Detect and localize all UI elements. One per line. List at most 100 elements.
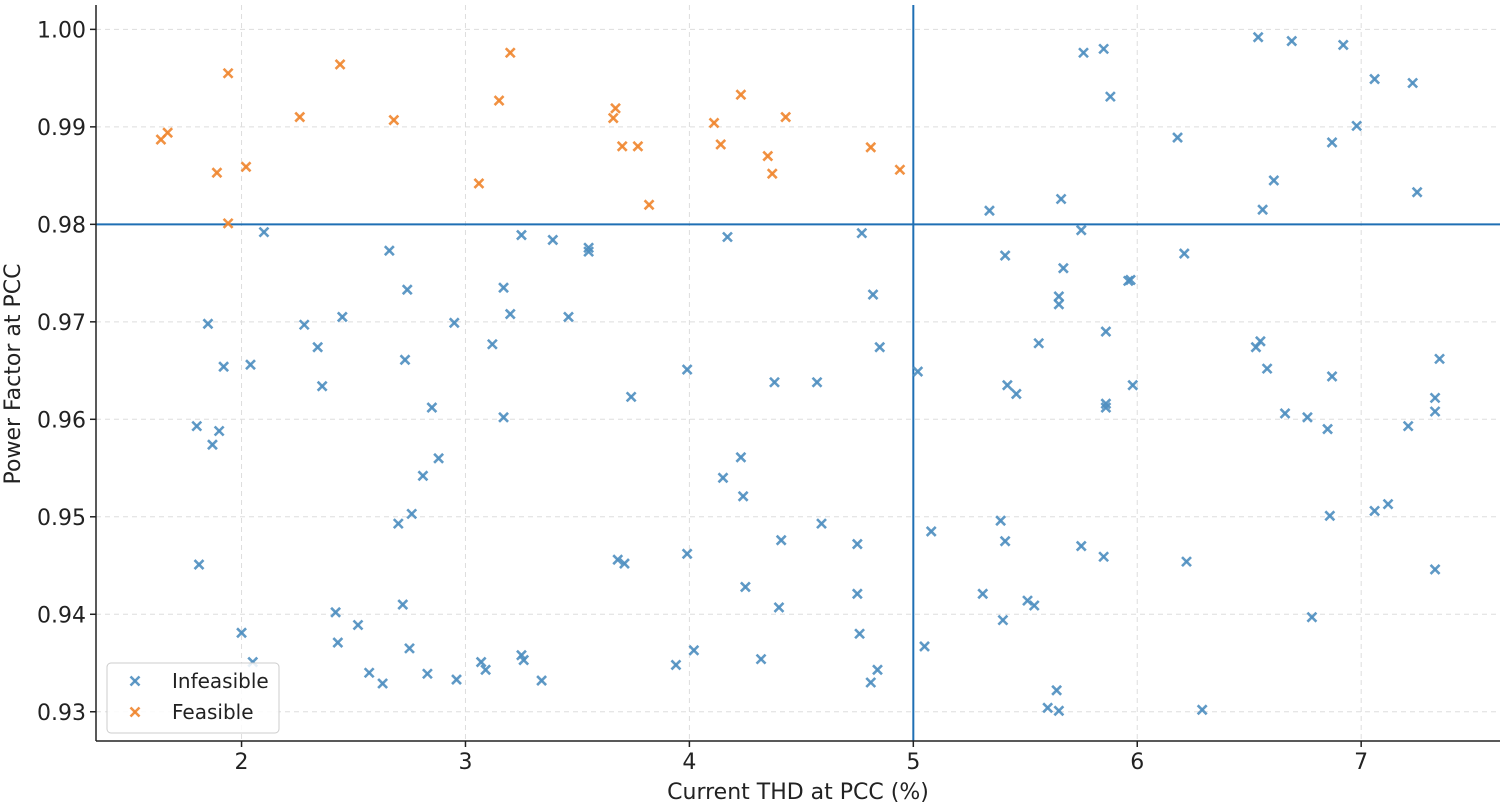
point-infeasible (1051, 684, 1063, 696)
y-tick-label: 0.98 (37, 213, 86, 238)
point-infeasible (755, 653, 767, 665)
point-infeasible (451, 674, 462, 686)
point-infeasible (1033, 337, 1045, 349)
point-infeasible (811, 376, 823, 388)
y-tick-label: 0.94 (37, 603, 86, 628)
point-infeasible (1302, 411, 1313, 423)
point-infeasible (536, 675, 548, 686)
point-infeasible (516, 229, 527, 241)
point-infeasible (1053, 298, 1065, 310)
point-feasible (616, 140, 628, 152)
point-infeasible (1001, 379, 1013, 391)
y-tick-label: 0.96 (37, 408, 86, 433)
point-infeasible (1324, 510, 1336, 522)
point-infeasible (1257, 204, 1269, 216)
point-infeasible (1010, 388, 1022, 400)
point-infeasible (1369, 505, 1381, 517)
x-tick-label: 4 (682, 750, 696, 775)
point-infeasible (681, 364, 693, 376)
point-infeasible (1196, 704, 1208, 716)
point-infeasible (1127, 379, 1139, 391)
point-infeasible (258, 226, 270, 238)
point-infeasible (363, 667, 375, 679)
point-feasible (222, 217, 234, 229)
point-feasible (211, 167, 223, 179)
point-infeasible (377, 678, 389, 689)
point-infeasible (518, 654, 530, 666)
point-infeasible (1252, 31, 1264, 43)
point-infeasible (245, 359, 256, 371)
point-infeasible (925, 525, 937, 537)
point-infeasible (773, 602, 785, 613)
point-infeasible (854, 628, 865, 640)
point-infeasible (352, 619, 364, 631)
point-infeasible (1429, 406, 1441, 417)
point-infeasible (737, 490, 749, 502)
point-feasible (715, 138, 727, 150)
point-infeasible (851, 588, 863, 600)
point-infeasible (421, 668, 433, 680)
point-infeasible (1100, 402, 1112, 414)
point-infeasible (1369, 73, 1381, 85)
point-infeasible (1382, 498, 1394, 510)
y-tick-label: 0.99 (37, 116, 86, 141)
point-infeasible (997, 614, 1009, 626)
point-infeasible (1326, 370, 1338, 382)
point-infeasible (1411, 186, 1423, 198)
x-tick-label: 7 (1354, 750, 1368, 775)
point-infeasible (336, 311, 348, 323)
point-infeasible (851, 538, 863, 550)
point-infeasible (984, 205, 995, 217)
point-infeasible (1078, 47, 1089, 59)
point-infeasible (856, 227, 868, 239)
point-infeasible (433, 452, 445, 464)
point-infeasible (1075, 540, 1087, 552)
point-feasible (894, 164, 906, 176)
y-axis-title: Power Factor at PCC (1, 264, 26, 485)
point-infeasible (1268, 175, 1280, 186)
y-tick-label: 0.93 (37, 701, 86, 726)
x-tick-label: 3 (458, 750, 472, 775)
x-tick-label: 2 (235, 750, 249, 775)
x-axis-title: Current THD at PCC (%) (667, 780, 929, 805)
point-feasible (504, 47, 516, 59)
point-infeasible (448, 317, 460, 329)
point-infeasible (1098, 43, 1110, 55)
point-feasible (222, 67, 234, 79)
point-infeasible (202, 318, 214, 330)
point-feasible (762, 150, 774, 162)
point-infeasible (1022, 595, 1033, 607)
point-feasible (240, 161, 252, 173)
point-infeasible (332, 637, 344, 648)
point-infeasible (1181, 556, 1192, 568)
point-infeasible (1100, 326, 1112, 337)
point-infeasible (977, 588, 989, 600)
point-infeasible (999, 535, 1011, 547)
point-infeasible (1429, 392, 1441, 404)
point-infeasible (486, 338, 498, 350)
point-infeasible (865, 677, 877, 688)
y-tick-label: 0.95 (37, 506, 86, 531)
point-infeasible (1306, 611, 1318, 623)
point-infeasible (312, 341, 324, 353)
point-infeasible (769, 376, 780, 388)
point-infeasible (236, 627, 247, 639)
point-feasible (766, 168, 778, 180)
point-infeasible (1407, 77, 1419, 89)
grid-lines (96, 5, 1500, 741)
point-feasible (632, 140, 644, 152)
point-infeasible (1125, 274, 1136, 286)
point-infeasible (1098, 551, 1110, 563)
point-infeasible (404, 642, 415, 654)
point-infeasible (504, 308, 516, 320)
point-infeasible (399, 354, 411, 366)
point-infeasible (213, 425, 225, 437)
point-feasible (610, 102, 621, 114)
x-tick-label: 5 (906, 750, 920, 775)
point-infeasible (1402, 420, 1414, 432)
point-feasible (162, 127, 174, 139)
point-feasible (473, 177, 485, 189)
point-infeasible (1322, 423, 1333, 435)
y-tick-label: 0.97 (37, 311, 86, 336)
point-infeasible (417, 470, 429, 482)
